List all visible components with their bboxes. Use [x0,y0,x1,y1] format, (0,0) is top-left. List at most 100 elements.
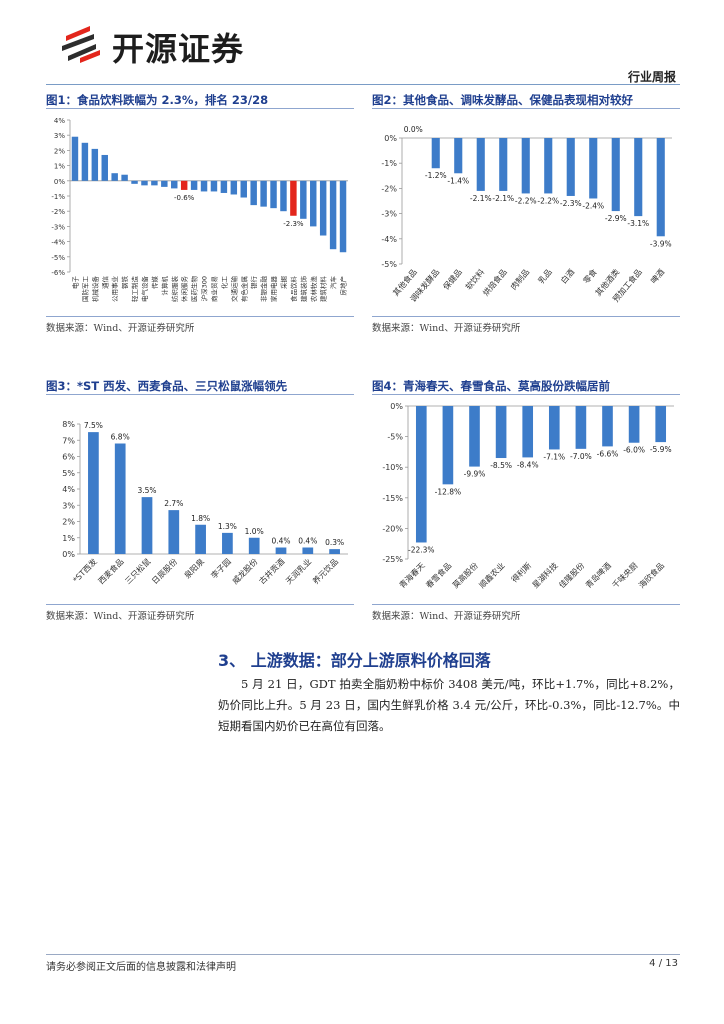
bar [270,180,277,209]
y-tick-label: 2% [62,518,75,527]
y-tick-label: 4% [54,117,65,125]
bar [522,406,534,458]
y-tick-label: -1% [51,193,65,201]
figure-3-rule [46,394,354,395]
bar [141,497,153,554]
category-label: 青岛啤酒 [583,560,613,590]
category-label: 电子 [70,276,79,290]
y-tick-label: 5% [62,469,75,478]
data-label: 1.0% [245,527,264,536]
bar [655,406,667,443]
bar [220,180,228,193]
data-label: -6.6% [597,449,619,458]
category-label: 钢铁 [120,276,129,290]
category-label: 零食 [581,267,599,286]
category-label: 沪深300 [200,276,209,301]
category-label: 传媒 [150,276,159,290]
figure-1-title: 图1：食品饮料跌幅为 2.3%，排名 23/28 [46,93,269,107]
data-label: -3.1% [627,219,649,228]
category-label: 通信 [100,276,109,290]
category-label: 家用电器 [269,276,278,303]
bar [101,154,108,181]
data-label: -2.2% [537,196,559,205]
logo-mark-icon [62,26,100,63]
bar [91,148,99,181]
bar [190,180,198,190]
data-label: 0.4% [271,537,290,546]
figure-4-source: 数据来源：Wind、开源证券研究所 [372,611,521,622]
category-label: 交通运输 [229,276,238,303]
category-label: 佳隆股份 [557,560,587,590]
report-type: 行业周报 [627,70,676,84]
bar [248,537,260,554]
category-label: 威龙股份 [230,556,260,586]
category-label: 国防军工 [80,276,89,303]
category-label: 烘焙食品 [481,267,509,298]
category-label: 建筑材料 [319,276,328,303]
bar [260,180,267,207]
y-tick-label: 1% [54,163,65,171]
category-label: 青海春天 [397,560,427,590]
category-label: 汽车 [329,276,338,290]
bar [656,138,665,237]
data-label: -1.2% [425,171,447,180]
bar [151,180,158,186]
category-label: 公用事业 [110,276,119,303]
category-label: 星湖科技 [530,560,560,590]
bar [222,532,233,554]
bar [180,180,188,190]
figure-2-chart: 0%-1%-2%-3%-4%-5%其他食品调味发酵品 保健品 软饮料烘焙食品 肉制品乳… [381,125,672,304]
bar [415,406,427,543]
y-tick-label: -4% [381,235,397,244]
category-label: 千味央厨 [610,560,640,590]
category-label: 电气设备 [140,276,149,303]
data-label: 1.8% [191,514,210,523]
y-tick-label: 0% [384,134,397,143]
y-tick-label: 8% [62,420,75,429]
y-tick-label: 6% [62,453,75,462]
category-label: 农林牧渔 [309,276,318,303]
data-label: -8.5% [490,461,512,470]
data-label: -5.9% [650,445,672,454]
category-label: 古井贡酒 [257,556,287,586]
category-label: 轻工制造 [130,276,139,303]
bar [476,138,485,191]
y-tick-label: 0% [390,402,403,411]
bar [88,432,99,554]
footer-rule [46,954,680,955]
bar [495,406,507,459]
y-tick-label: -15% [382,494,403,503]
bar [602,406,613,447]
y-tick-label: -6% [51,269,65,277]
bar [329,549,340,554]
category-label: 纺织服装 [170,276,179,303]
y-tick-label: -5% [387,433,403,442]
brand-name: 开源证券 [112,30,245,68]
category-label: 海欣食品 [636,560,666,590]
data-label: 0.0% [404,125,423,134]
bar [71,136,79,181]
data-label: 2.7% [164,499,183,508]
y-tick-label: -25% [382,555,403,564]
category-label: 顺鑫农业 [477,560,507,590]
bar [290,180,297,216]
bar [131,180,138,184]
category-label: 化工 [219,276,228,290]
bar [521,138,530,194]
figure-3-source: 数据来源：Wind、开源证券研究所 [46,611,195,622]
bar [548,406,560,450]
y-tick-label: -1% [381,159,397,168]
bar [240,180,247,198]
y-tick-label: 3% [54,132,65,140]
y-tick-label: -5% [51,254,65,262]
category-label: 乳品 [536,267,554,286]
y-tick-label: 7% [62,436,75,445]
category-label: 泉阳泉 [182,556,206,580]
data-label: 0.3% [325,538,344,547]
category-label: 休闲服务 [180,276,189,303]
bar [81,142,89,181]
data-label: -9.9% [464,470,486,479]
category-label: 肉制品 [508,267,531,292]
data-label: -22.3% [408,545,435,554]
